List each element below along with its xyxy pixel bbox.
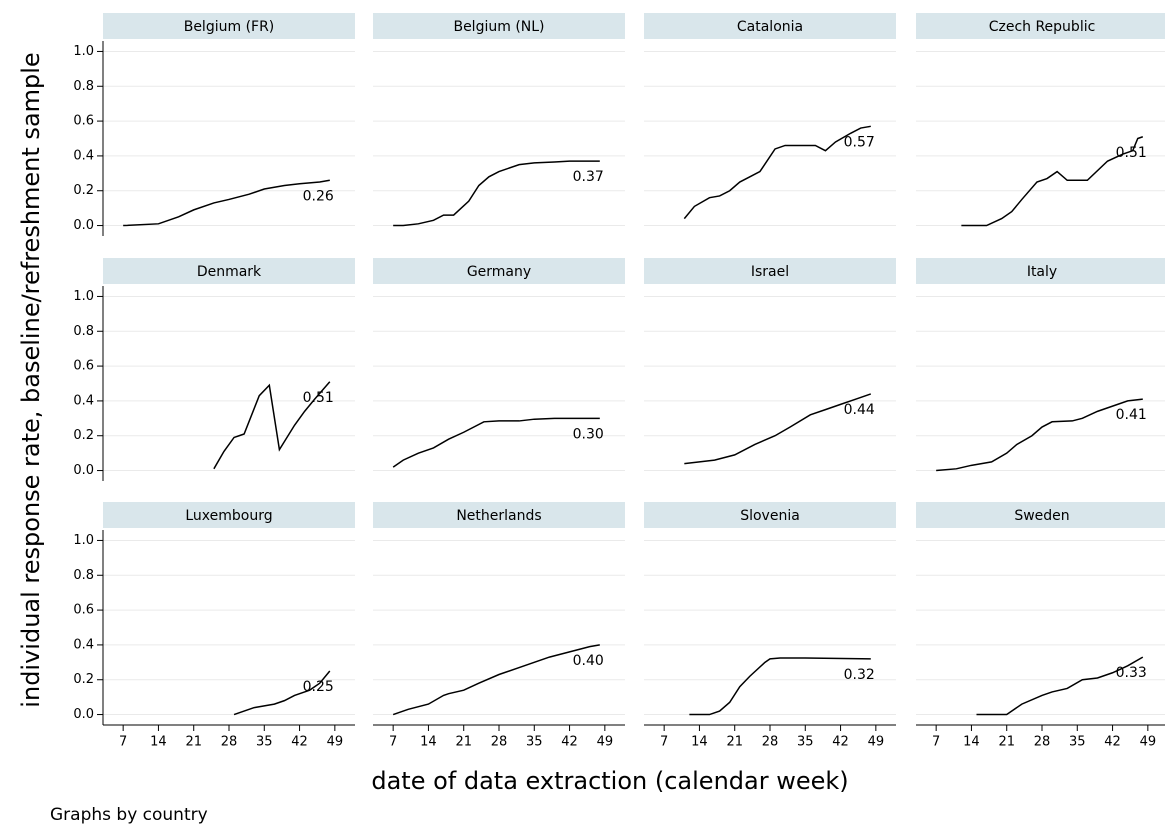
x-tick-label: 49	[1140, 735, 1157, 750]
end-label: 0.33	[1116, 665, 1147, 681]
strip	[373, 502, 625, 528]
y-axis-label: individual response rate, baseline/refre…	[17, 52, 45, 707]
x-tick-label: 28	[221, 735, 238, 750]
strip	[373, 258, 625, 284]
panel-title: Slovenia	[740, 508, 800, 524]
panel-title: Italy	[1027, 264, 1057, 280]
x-tick-label: 28	[491, 735, 508, 750]
line	[689, 657, 871, 716]
y-tick-label: 0.4	[73, 148, 94, 163]
x-tick-label: 42	[561, 735, 578, 750]
end-label: 0.51	[1116, 145, 1147, 161]
strip	[644, 13, 896, 39]
y-tick-label: 0.0	[73, 707, 94, 722]
end-label: 0.37	[573, 169, 604, 185]
line	[936, 398, 1143, 472]
strip	[103, 502, 355, 528]
x-tick-label: 42	[291, 735, 308, 750]
y-tick-label: 0.6	[73, 359, 94, 374]
panel-title: Sweden	[1014, 508, 1069, 524]
y-tick-label: 0.8	[73, 79, 94, 94]
x-tick-label: 35	[797, 735, 814, 750]
x-tick-label: 42	[1104, 735, 1121, 750]
panel-title: Luxembourg	[185, 508, 272, 524]
strip	[103, 258, 355, 284]
panel-title: Belgium (NL)	[453, 19, 544, 35]
x-tick-label: 35	[1069, 735, 1086, 750]
y-tick-label: 0.2	[73, 183, 94, 198]
x-tick-label: 21	[998, 735, 1015, 750]
line	[683, 125, 871, 220]
note: Graphs by country	[50, 805, 208, 825]
y-tick-label: 0.8	[73, 324, 94, 339]
y-tick-label: 0.6	[73, 114, 94, 129]
panel-title: Germany	[467, 264, 531, 280]
y-tick-label: 1.0	[73, 44, 94, 59]
line	[393, 160, 600, 227]
x-tick-label: 21	[726, 735, 743, 750]
panel-title: Israel	[751, 264, 789, 280]
end-label: 0.32	[844, 667, 875, 683]
x-axis-label: date of data extraction (calendar week)	[371, 767, 848, 795]
strip	[916, 258, 1165, 284]
end-label: 0.40	[573, 653, 604, 669]
x-tick-label: 21	[185, 735, 202, 750]
strip	[644, 502, 896, 528]
x-tick-label: 35	[526, 735, 543, 750]
x-tick-label: 14	[150, 735, 167, 750]
x-tick-label: 49	[327, 735, 344, 750]
x-tick-label: 14	[963, 735, 980, 750]
line	[684, 393, 872, 465]
x-tick-label: 7	[119, 735, 127, 750]
x-tick-label: 42	[832, 735, 849, 750]
y-tick-label: 0.2	[73, 672, 94, 687]
panel-title: Czech Republic	[989, 19, 1096, 35]
x-tick-label: 35	[256, 735, 273, 750]
y-tick-label: 0.0	[73, 218, 94, 233]
end-label: 0.41	[1116, 407, 1147, 423]
y-tick-label: 0.4	[73, 637, 94, 652]
x-tick-label: 7	[932, 735, 940, 750]
panel-title: Netherlands	[456, 508, 541, 524]
y-tick-label: 0.4	[73, 393, 94, 408]
strip	[916, 13, 1165, 39]
line	[392, 417, 600, 468]
x-tick-label: 21	[455, 735, 472, 750]
x-tick-label: 49	[868, 735, 885, 750]
x-tick-label: 7	[389, 735, 397, 750]
x-tick-label: 49	[597, 735, 614, 750]
y-tick-label: 0.8	[73, 568, 94, 583]
x-tick-label: 7	[660, 735, 668, 750]
x-tick-label: 14	[691, 735, 708, 750]
line	[961, 136, 1144, 227]
line	[123, 179, 330, 227]
y-tick-label: 1.0	[73, 533, 94, 548]
x-tick-label: 28	[1034, 735, 1051, 750]
strip	[373, 13, 625, 39]
strip	[103, 13, 355, 39]
y-tick-label: 1.0	[73, 289, 94, 304]
end-label: 0.30	[573, 426, 604, 442]
end-label: 0.57	[844, 134, 875, 150]
panel-title: Catalonia	[737, 19, 803, 35]
y-tick-label: 0.0	[73, 463, 94, 478]
end-label: 0.26	[303, 188, 334, 204]
line	[213, 381, 331, 470]
line	[392, 644, 600, 716]
x-tick-label: 28	[762, 735, 779, 750]
line	[233, 670, 331, 716]
end-label: 0.44	[844, 402, 875, 418]
y-tick-label: 0.2	[73, 428, 94, 443]
end-label: 0.51	[303, 390, 334, 406]
line	[976, 656, 1144, 716]
strip	[644, 258, 896, 284]
strip	[916, 502, 1165, 528]
panel-title: Denmark	[197, 264, 262, 280]
x-tick-label: 14	[420, 735, 437, 750]
end-label: 0.25	[303, 679, 334, 695]
y-tick-label: 0.6	[73, 603, 94, 618]
panel-title: Belgium (FR)	[184, 19, 275, 35]
